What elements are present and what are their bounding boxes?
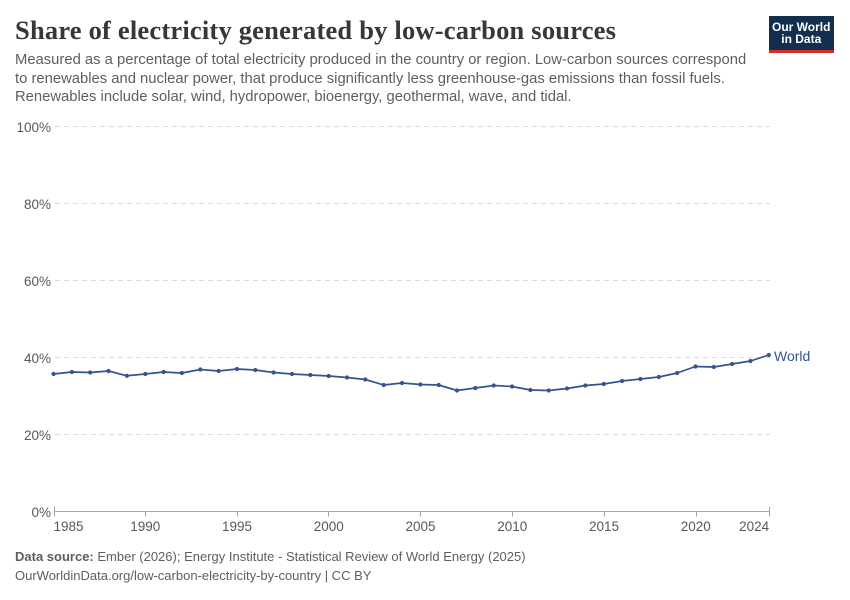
svg-text:100%: 100% — [16, 120, 51, 135]
svg-text:2010: 2010 — [497, 519, 527, 534]
svg-text:1995: 1995 — [222, 519, 252, 534]
svg-text:1985: 1985 — [54, 519, 84, 534]
svg-text:2000: 2000 — [314, 519, 344, 534]
svg-text:40%: 40% — [24, 351, 51, 366]
svg-text:2015: 2015 — [589, 519, 619, 534]
svg-text:2005: 2005 — [405, 519, 435, 534]
svg-text:World: World — [774, 348, 810, 364]
svg-text:0%: 0% — [31, 505, 51, 520]
svg-text:60%: 60% — [24, 274, 51, 289]
svg-text:80%: 80% — [24, 197, 51, 212]
svg-text:1990: 1990 — [130, 519, 160, 534]
svg-text:2024: 2024 — [739, 519, 770, 534]
svg-text:20%: 20% — [24, 428, 51, 443]
svg-text:2020: 2020 — [681, 519, 711, 534]
